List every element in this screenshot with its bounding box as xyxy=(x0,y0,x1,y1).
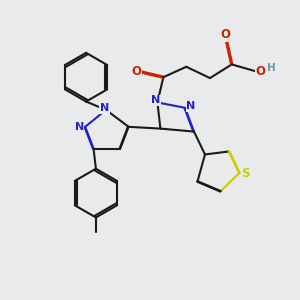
Text: H: H xyxy=(267,63,275,73)
Text: N: N xyxy=(100,103,109,113)
Text: N: N xyxy=(151,95,160,105)
Text: N: N xyxy=(75,122,84,132)
Text: S: S xyxy=(242,167,250,180)
Text: O: O xyxy=(131,65,141,78)
Text: O: O xyxy=(256,65,266,78)
Text: N: N xyxy=(186,101,196,111)
Text: O: O xyxy=(220,28,230,41)
